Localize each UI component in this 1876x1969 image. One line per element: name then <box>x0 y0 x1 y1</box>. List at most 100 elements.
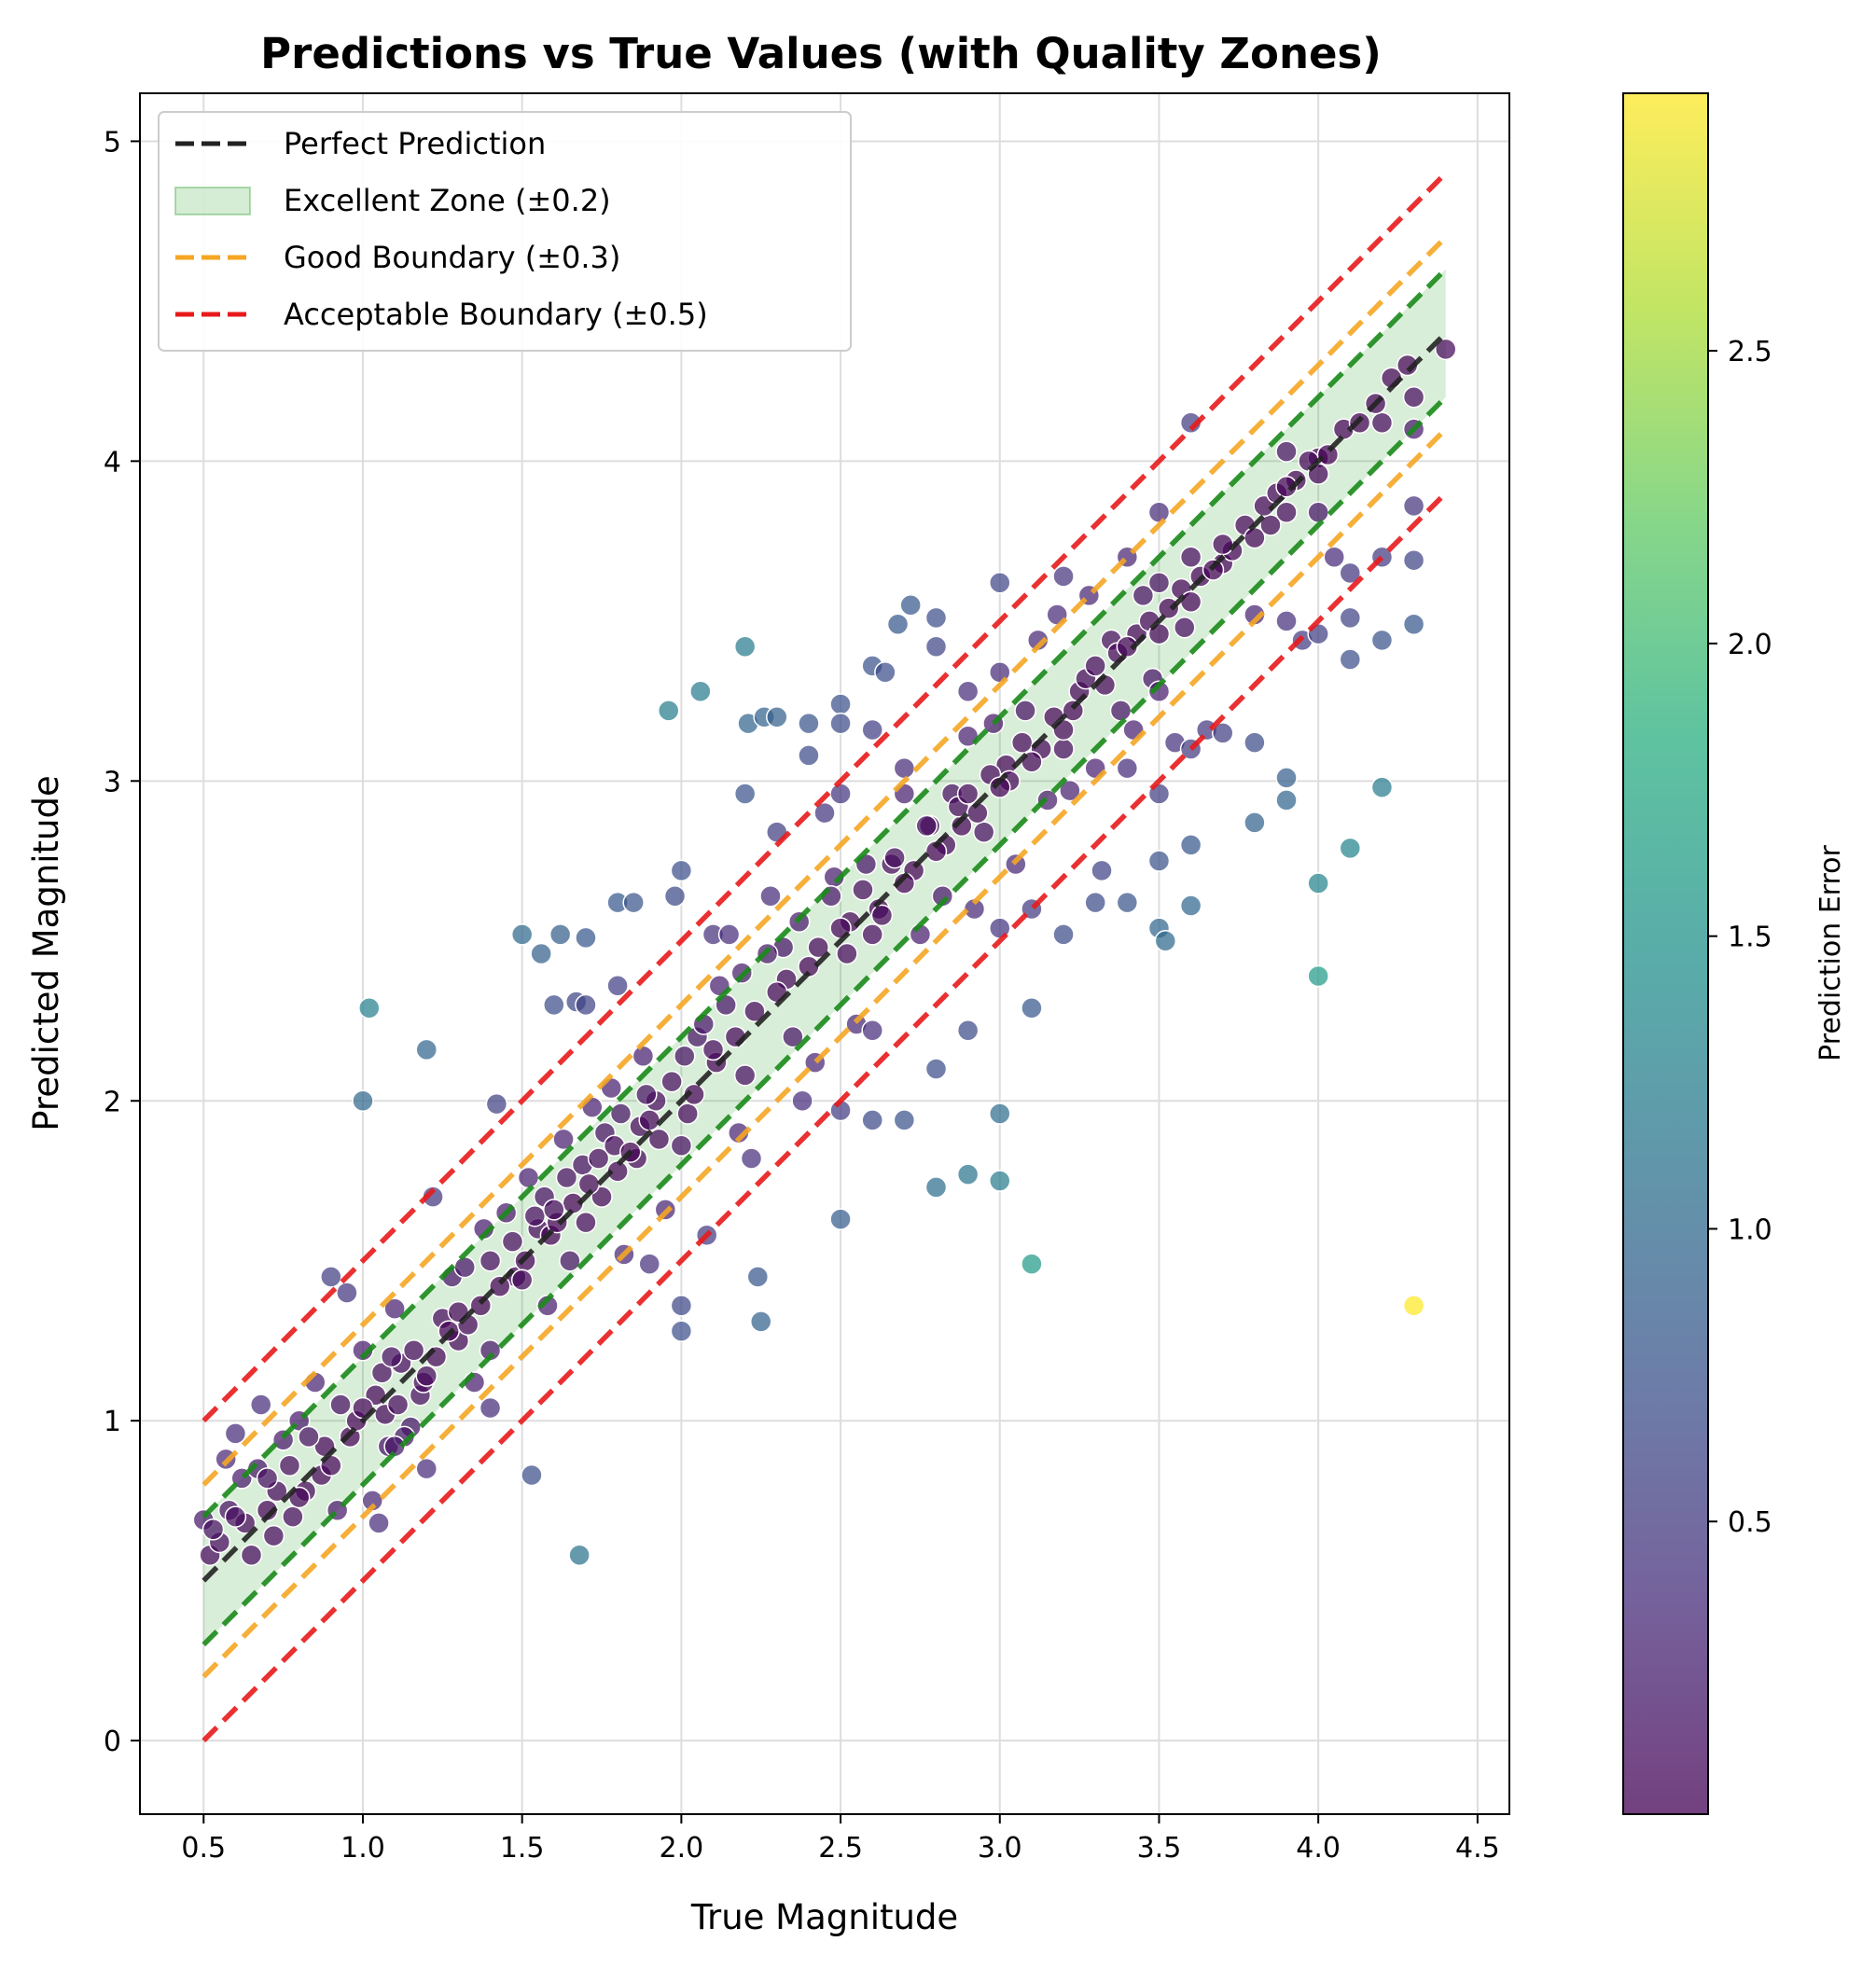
data-point <box>791 1089 813 1113</box>
data-point <box>543 993 565 1017</box>
x-tick-label: 1.0 <box>340 1832 385 1865</box>
colorbar-tick-label: 1.5 <box>1728 922 1772 954</box>
data-point <box>660 1070 683 1093</box>
data-point <box>759 885 782 908</box>
data-point <box>1434 338 1457 361</box>
data-point <box>749 1310 772 1333</box>
x-axis-label: True Magnitude <box>690 1897 958 1937</box>
colorbar-label: Prediction Error <box>1814 844 1847 1061</box>
data-point <box>886 613 910 636</box>
data-point <box>670 1320 693 1342</box>
excellent-upper-line <box>201 267 1448 1519</box>
data-point <box>1147 501 1171 523</box>
data-point <box>517 1166 540 1189</box>
colorbar-tick-label: 0.5 <box>1728 1506 1772 1539</box>
data-point <box>249 1394 272 1416</box>
data-point <box>1402 613 1425 636</box>
data-point <box>415 1365 438 1387</box>
data-point <box>989 1102 1011 1125</box>
data-point <box>521 1463 543 1487</box>
data-point <box>1010 731 1034 754</box>
data-point <box>1147 680 1171 703</box>
colorbar-tick-label: 1.0 <box>1728 1213 1772 1246</box>
y-tick-label: 2 <box>104 1086 121 1118</box>
excellent-lower-line <box>201 395 1448 1647</box>
data-point <box>798 712 820 735</box>
data-point <box>555 1166 578 1189</box>
data-point <box>415 1457 438 1480</box>
data-point <box>1307 501 1329 523</box>
reference-lines <box>201 171 1448 1743</box>
data-point <box>893 756 916 780</box>
data-point <box>479 1249 502 1272</box>
data-point <box>702 1038 725 1061</box>
legend-excellent-swatch <box>174 187 251 215</box>
data-point <box>622 891 645 914</box>
data-point <box>422 1186 444 1208</box>
data-point <box>609 1102 632 1125</box>
y-axis-label: Predicted Magnitude <box>26 775 66 1130</box>
data-point <box>282 1505 304 1528</box>
data-point <box>924 1176 948 1199</box>
data-point <box>523 1204 547 1227</box>
data-point <box>1179 411 1202 434</box>
data-point <box>1323 546 1345 569</box>
data-point <box>1021 997 1043 1019</box>
data-point <box>1116 635 1139 659</box>
data-point <box>861 718 883 742</box>
data-point <box>1275 767 1298 789</box>
data-point <box>224 1505 247 1528</box>
y-tick-label: 4 <box>104 446 121 478</box>
data-point <box>1147 571 1171 594</box>
data-point <box>1052 923 1075 946</box>
data-point <box>733 635 757 659</box>
data-point <box>766 705 788 728</box>
data-point <box>1084 655 1106 677</box>
data-point <box>501 1230 524 1253</box>
data-point <box>915 814 938 838</box>
data-point <box>1026 629 1049 652</box>
data-point <box>861 923 883 946</box>
data-point <box>1021 1253 1043 1275</box>
data-point <box>329 1394 352 1416</box>
data-point <box>1275 501 1298 523</box>
data-point <box>1132 584 1155 607</box>
data-point <box>1370 776 1394 798</box>
data-point <box>746 1266 770 1288</box>
acceptable-upper-line <box>201 171 1448 1423</box>
data-point <box>956 783 980 805</box>
x-tick-label: 4.5 <box>1455 1832 1500 1865</box>
data-point <box>1244 811 1266 834</box>
data-point <box>829 712 852 735</box>
data-point <box>1174 616 1196 639</box>
data-point <box>972 821 995 843</box>
legend-perfect-label: Perfect Prediction <box>284 126 546 161</box>
data-point <box>740 1147 763 1170</box>
legend-good-label: Good Boundary (±0.3) <box>284 240 620 275</box>
data-point <box>352 1338 374 1362</box>
data-point <box>1052 738 1075 760</box>
data-point <box>728 1121 750 1144</box>
data-point <box>717 923 741 946</box>
data-point <box>829 783 852 805</box>
data-point <box>479 1338 502 1362</box>
data-point <box>683 1083 705 1106</box>
data-point <box>893 872 916 894</box>
data-point <box>1275 476 1298 498</box>
data-point <box>358 997 381 1019</box>
data-point <box>733 1064 757 1087</box>
data-point <box>1179 590 1202 614</box>
data-point <box>1402 386 1425 409</box>
data-point <box>870 904 894 927</box>
data-point <box>1244 731 1266 754</box>
x-tick-label: 3.5 <box>1137 1832 1182 1865</box>
data-point <box>861 1019 883 1042</box>
data-point <box>1339 562 1362 585</box>
data-point <box>1154 930 1177 952</box>
data-point <box>1397 354 1419 377</box>
data-point <box>963 897 986 921</box>
legend-excellent-label: Excellent Zone (±0.2) <box>284 183 611 218</box>
data-point <box>1116 756 1139 780</box>
data-point <box>368 1512 390 1534</box>
data-points <box>192 338 1457 1566</box>
